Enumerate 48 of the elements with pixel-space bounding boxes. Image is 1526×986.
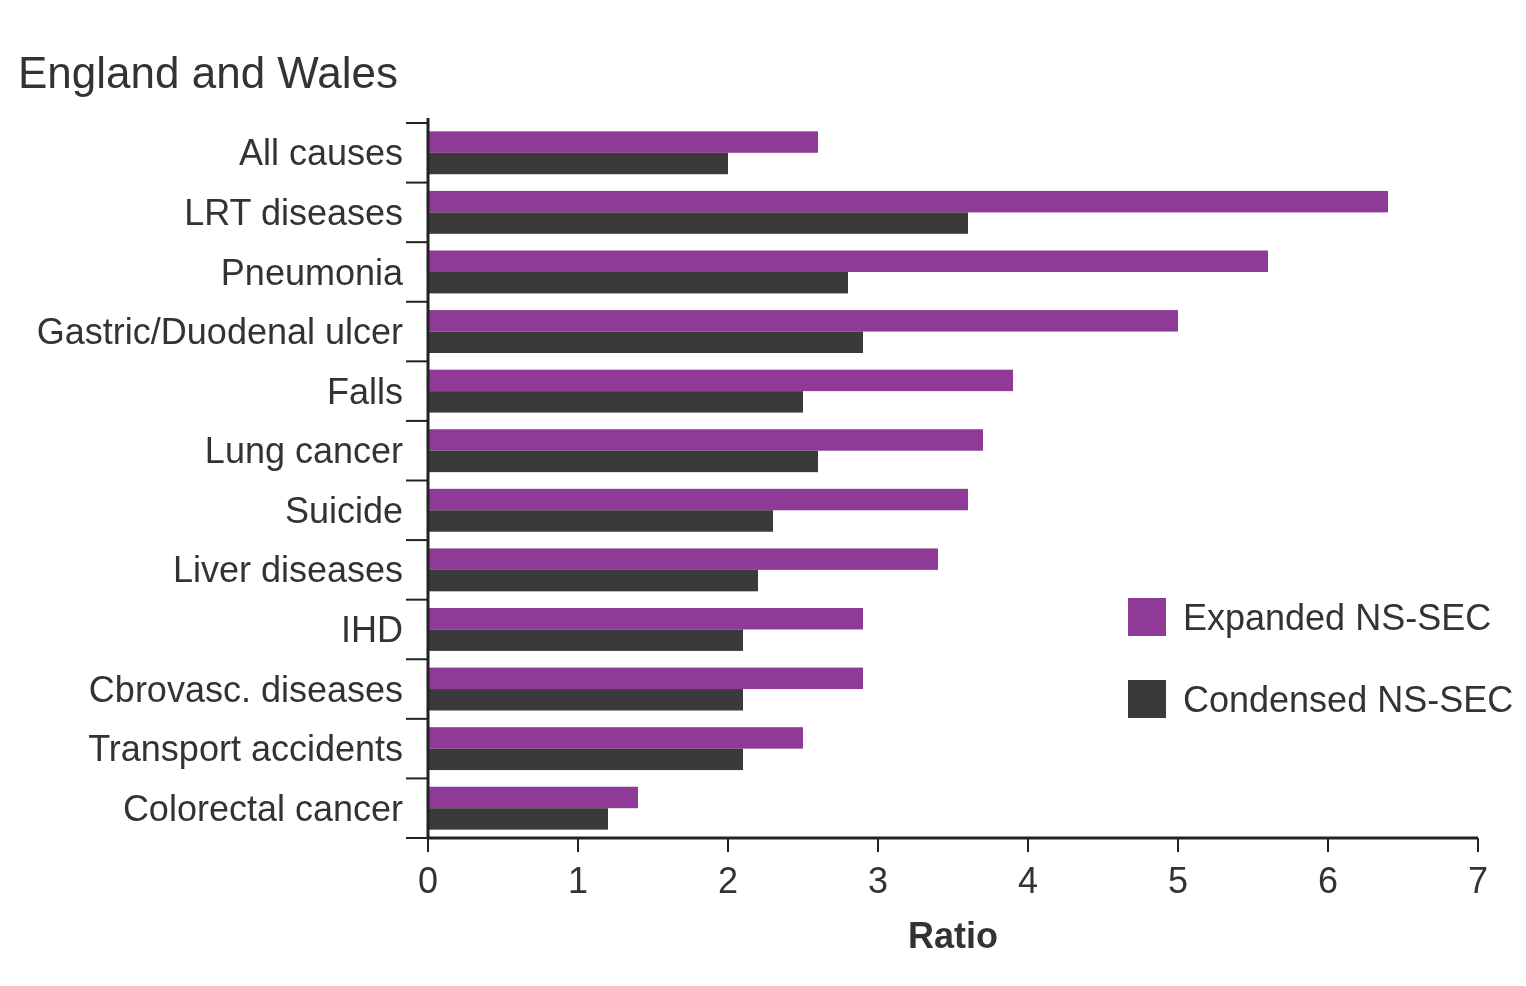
y-tick-label: Cbrovasc. diseases: [88, 668, 403, 710]
bar: [428, 689, 743, 711]
bar: [428, 212, 968, 234]
x-tick-label: 6: [1317, 860, 1339, 901]
bar: [428, 667, 863, 690]
bar: [428, 748, 743, 771]
bar: [428, 548, 938, 570]
bar: [428, 629, 743, 651]
bar: [428, 391, 803, 413]
x-tick-label: 7: [1467, 860, 1489, 901]
y-tick-label: Liver diseases: [172, 549, 403, 591]
x-tick-label: 1: [567, 860, 589, 901]
x-tick-label: 0: [417, 860, 439, 901]
x-tick-label: 5: [1167, 860, 1189, 901]
x-tick-label: 2: [717, 860, 739, 901]
bar: [428, 786, 638, 809]
chart-title: England and Wales: [18, 48, 398, 97]
bar: [428, 331, 863, 353]
y-tick-label: IHD: [341, 609, 403, 651]
bar: [428, 190, 1388, 213]
y-tick-label: Gastric/Duodenal ulcer: [36, 311, 404, 353]
y-tick-label: Lung cancer: [204, 430, 404, 472]
legend-label: Condensed NS-SEC: [1183, 678, 1514, 720]
y-tick-label: Falls: [326, 370, 403, 412]
x-tick-label: 3: [867, 860, 889, 901]
bar: [428, 152, 728, 175]
bar: [428, 429, 983, 451]
bar: [428, 310, 1178, 332]
y-tick-label: Transport accidents: [88, 728, 403, 770]
y-tick-label: All causes: [238, 132, 403, 174]
bar: [428, 131, 818, 153]
bar: [428, 608, 863, 630]
bar: [428, 808, 608, 830]
y-tick-label: Pneumonia: [220, 251, 404, 293]
bar: [428, 510, 773, 532]
x-tick-label: 4: [1017, 860, 1039, 901]
y-tick-label: LRT diseases: [184, 191, 403, 233]
bar: [428, 727, 803, 749]
bar: [428, 271, 848, 294]
bar: [428, 250, 1268, 272]
y-tick-label: Suicide: [284, 489, 403, 531]
legend-label: Expanded NS-SEC: [1183, 596, 1492, 638]
bar: [428, 488, 968, 511]
bar: [428, 569, 758, 592]
x-axis-title: Ratio: [908, 915, 998, 956]
y-tick-label: Colorectal cancer: [122, 787, 404, 829]
bar: [428, 369, 1013, 392]
bar: [428, 450, 818, 473]
